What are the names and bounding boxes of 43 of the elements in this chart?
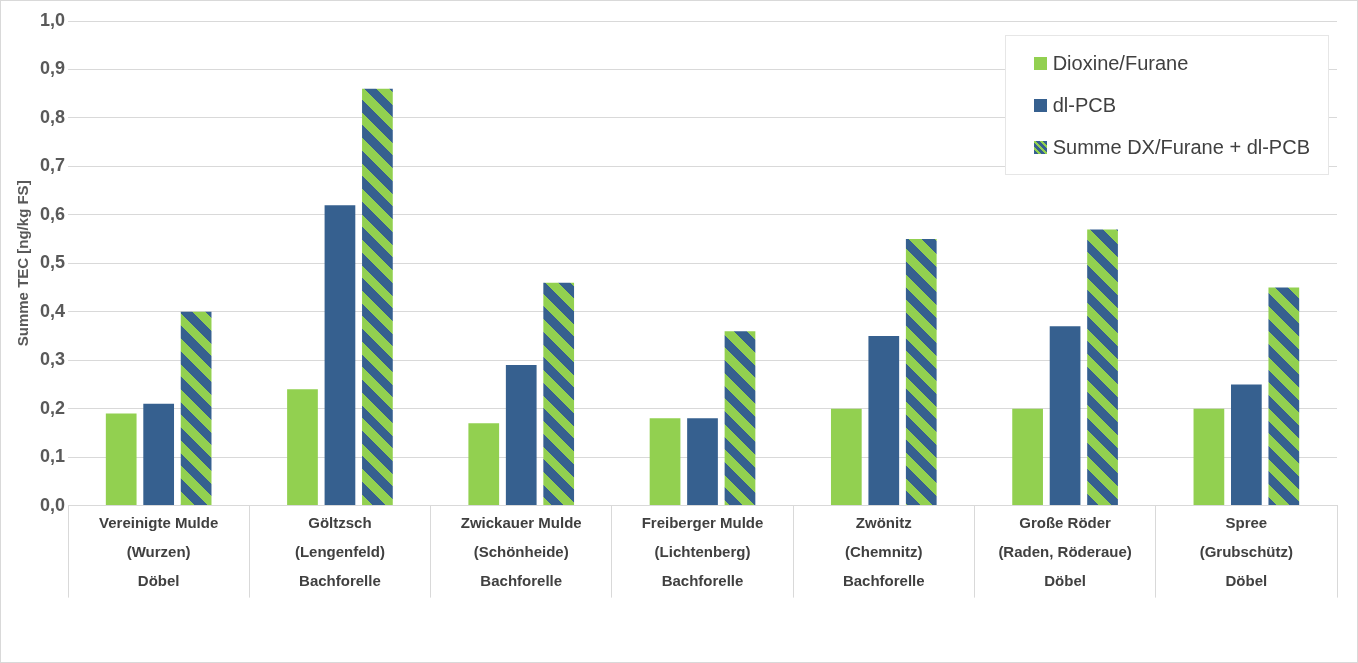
bar: [543, 282, 575, 506]
legend-label: Dioxine/Furane: [1052, 51, 1189, 75]
y-tick-label: 0,6: [39, 203, 66, 224]
y-tick-label: 0,9: [39, 58, 66, 79]
y-tick-label: 0,0: [39, 494, 66, 515]
bar: [468, 423, 500, 506]
bar: [724, 331, 756, 506]
y-tick-label: 0,7: [39, 155, 66, 176]
x-tick-label: Große Röder (Raden, Röderaue) Döbel: [997, 512, 1133, 591]
y-tick-label: 1,0: [39, 9, 66, 30]
y-tick-label: 0,2: [39, 397, 66, 418]
bar: [143, 403, 175, 506]
bar: [1193, 408, 1225, 506]
bar: [1087, 229, 1118, 506]
legend-label: Summe DX/Furane + dl-PCB: [1052, 135, 1310, 159]
y-tick-label: 0,5: [39, 252, 66, 273]
y-axis-title: Summe TEC [ng/kg FS]: [14, 180, 32, 347]
bar: [1012, 408, 1043, 506]
y-tick-label: 0,3: [39, 349, 66, 370]
x-tick-label: Zwickauer Mulde (Schönheide) Bachforelle: [459, 512, 583, 591]
bar: [505, 365, 537, 506]
bar: [1049, 326, 1081, 506]
x-tick-label: Vereinigte Mulde (Wurzen) Döbel: [98, 512, 220, 591]
bar: [324, 205, 356, 506]
bar: [362, 88, 393, 506]
y-tick-label: 0,4: [39, 300, 66, 321]
bar: [687, 418, 718, 506]
bar: [287, 389, 318, 506]
bar: [905, 239, 937, 506]
y-tick-label: 0,1: [39, 446, 66, 467]
legend-label: dl-PCB: [1052, 93, 1117, 117]
bar: [1268, 287, 1300, 506]
x-tick-label: Zwönitz (Chemnitz) Bachforelle: [841, 512, 926, 591]
bar: [105, 413, 137, 506]
bar: [830, 408, 862, 506]
x-tick-label: Göltzsch (Lengenfeld) Bachforelle: [293, 512, 386, 591]
bar: [868, 335, 900, 506]
x-tick-label: Freiberger Mulde (Lichtenberg) Bachforelle: [640, 512, 765, 591]
y-tick-label: 0,8: [39, 106, 66, 127]
x-tick-label: Spree (Grubschütz) Döbel: [1198, 512, 1294, 591]
bar: [180, 311, 212, 506]
bar: [1231, 384, 1262, 506]
bar: [649, 418, 681, 506]
